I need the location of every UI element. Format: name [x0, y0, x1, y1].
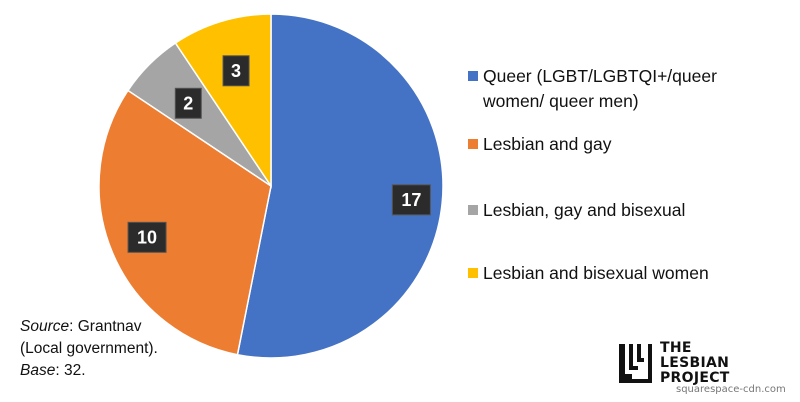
data-label-text-lesbian-gay-bisexual: 2	[183, 93, 193, 113]
source-line-2: (Local government).	[20, 340, 158, 357]
data-label-box-queer	[391, 184, 431, 216]
data-label-box-lesbian-bisexual-women	[222, 55, 250, 87]
watermark: squarespace-cdn.com	[676, 384, 786, 395]
source-label: Source	[20, 318, 70, 335]
source-text: : Grantnav	[69, 318, 142, 335]
data-label-box-lesbian-gay-bisexual	[174, 87, 202, 119]
legend-swatch-lesbian-gay-bisexual	[468, 205, 478, 215]
legend-item-lesbian-bisexual-women: Lesbian and bisexual women	[468, 261, 743, 286]
legend-item-lesbian-gay: Lesbian and gay	[468, 132, 743, 157]
data-label-lesbian-gay-bisexual: 2	[174, 87, 202, 119]
pie-slices	[98, 13, 444, 359]
legend-label-queer: Queer (LGBT/LGBTQI+/queer women/ queer m…	[483, 66, 717, 111]
logo-mark-icon	[619, 344, 652, 383]
logo-line-3: PROJECT	[660, 370, 730, 386]
base-label: Base	[20, 362, 56, 379]
data-label-text-lesbian-gay: 10	[137, 227, 157, 247]
data-label-queer: 17	[391, 184, 431, 216]
pie-slice-lesbian-gay	[98, 89, 272, 356]
data-label-lesbian-gay: 10	[127, 221, 167, 253]
data-label-text-lesbian-bisexual-women: 3	[231, 61, 241, 81]
data-label-box-lesbian-gay	[127, 221, 167, 253]
legend-swatch-lesbian-bisexual-women	[468, 268, 478, 278]
source-line: Source: Grantnav	[20, 316, 158, 338]
pie-data-labels: 17 10 2 3	[127, 55, 431, 253]
source-note: Source: Grantnav (Local government). Bas…	[20, 316, 158, 382]
legend-swatch-queer	[468, 71, 478, 81]
logo-line-1: THE	[660, 340, 692, 356]
base-line: Base: 32.	[20, 360, 158, 382]
legend-label-lesbian-bisexual-women: Lesbian and bisexual women	[483, 263, 709, 283]
legend-swatch-lesbian-gay	[468, 139, 478, 149]
base-text: : 32.	[55, 362, 86, 379]
legend-label-lesbian-gay-bisexual: Lesbian, gay and bisexual	[483, 200, 686, 220]
lesbian-project-logo: THE LESBIAN PROJECT	[616, 340, 766, 390]
legend-item-queer: Queer (LGBT/LGBTQI+/queer women/ queer m…	[468, 64, 743, 114]
pie-slice-queer	[236, 13, 444, 359]
legend-item-lesbian-gay-bisexual: Lesbian, gay and bisexual	[468, 198, 743, 223]
data-label-text-queer: 17	[401, 190, 421, 210]
legend-label-lesbian-gay: Lesbian and gay	[483, 134, 612, 154]
data-label-lesbian-bisexual-women: 3	[222, 55, 250, 87]
logo-line-2: LESBIAN	[660, 355, 730, 371]
logo-wordmark: THE LESBIAN PROJECT	[660, 341, 730, 386]
